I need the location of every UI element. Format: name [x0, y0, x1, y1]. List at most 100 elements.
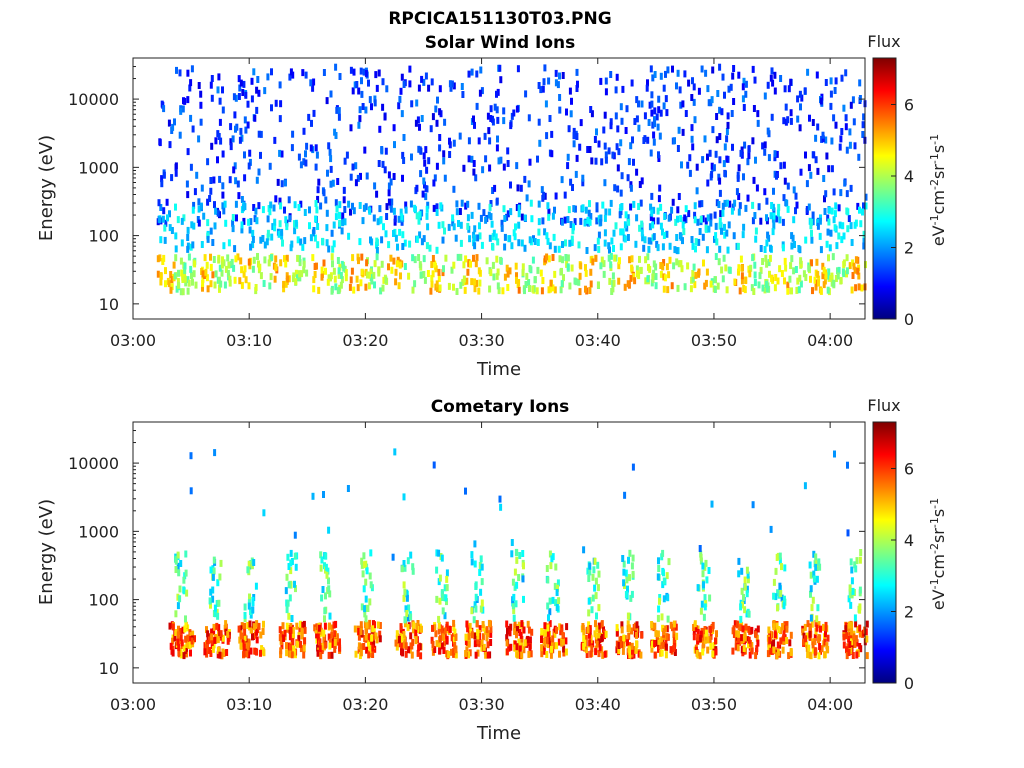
heatmap-cell — [595, 128, 598, 136]
heatmap-cell — [753, 271, 757, 279]
heatmap-cell — [653, 640, 657, 647]
heatmap-cell — [692, 263, 696, 271]
plot-frame — [132, 421, 866, 684]
heatmap-cell — [522, 595, 525, 603]
heatmap-cell — [603, 632, 606, 640]
heatmap-cell — [481, 621, 485, 628]
heatmap-cell — [278, 81, 282, 89]
heatmap-cell — [505, 213, 509, 221]
heatmap-cell — [834, 275, 838, 282]
heatmap-cell — [661, 641, 665, 649]
heatmap-cell — [790, 232, 794, 240]
heatmap-cell — [640, 220, 644, 228]
heatmap-cell — [258, 263, 262, 271]
heatmap-cell — [422, 271, 426, 278]
heatmap-cell — [209, 601, 212, 609]
heatmap-cell — [302, 266, 306, 274]
heatmap-cell — [711, 621, 715, 629]
heatmap-cell — [822, 623, 825, 631]
heatmap-cell — [799, 280, 803, 288]
heatmap-cell — [389, 254, 393, 262]
heatmap-cell — [400, 73, 404, 81]
heatmap-cell — [709, 626, 713, 633]
heatmap-cell — [174, 566, 178, 573]
heatmap-cell — [380, 147, 384, 155]
heatmap-cell — [609, 252, 613, 260]
heatmap-cell — [843, 179, 847, 187]
heatmap-cell — [774, 593, 778, 601]
heatmap-cell — [775, 215, 779, 223]
heatmap-cell — [653, 651, 657, 659]
heatmap-cell — [825, 642, 829, 650]
heatmap-cell — [402, 560, 406, 567]
heatmap-cell — [209, 177, 213, 184]
heatmap-cell — [568, 87, 572, 95]
heatmap-cell — [591, 594, 595, 602]
colorbar-tick-label: 4 — [904, 167, 914, 186]
heatmap-cell — [443, 174, 447, 182]
heatmap-cell — [352, 207, 356, 215]
heatmap-cell — [438, 647, 442, 655]
heatmap-cell — [596, 237, 600, 245]
heatmap-cell — [239, 642, 243, 650]
heatmap-cell — [578, 272, 582, 280]
heatmap-cell — [394, 639, 398, 647]
heatmap-cell — [725, 135, 729, 143]
heatmap-cell — [587, 609, 591, 617]
heatmap-cell — [167, 119, 171, 127]
heatmap-cell — [201, 284, 204, 292]
heatmap-cell — [283, 206, 286, 214]
x-tick-label: 04:00 — [807, 695, 853, 714]
heatmap-cell — [435, 246, 439, 254]
heatmap-cell — [739, 255, 743, 263]
heatmap-cell — [317, 178, 321, 186]
heatmap-cell — [527, 180, 531, 188]
heatmap-cell — [278, 115, 282, 123]
heatmap-cell — [405, 589, 409, 597]
heatmap-cell — [360, 603, 364, 611]
heatmap-cell — [801, 628, 805, 636]
heatmap-cell — [813, 633, 817, 641]
heatmap-cell — [181, 273, 185, 281]
heatmap-cell — [478, 625, 482, 633]
heatmap-cell — [802, 638, 806, 646]
heatmap-cell — [357, 646, 361, 654]
heatmap-cell — [397, 102, 401, 110]
heatmap-cell — [658, 642, 662, 650]
heatmap-cell — [296, 236, 300, 244]
heatmap-cell — [420, 115, 424, 122]
heatmap-cell — [841, 222, 845, 230]
heatmap-cell — [683, 214, 687, 222]
heatmap-cell — [318, 638, 322, 646]
heatmap-cell — [294, 219, 298, 227]
heatmap-cell — [208, 195, 212, 202]
heatmap-cell — [593, 557, 597, 565]
heatmap-cell — [638, 255, 641, 263]
heatmap-cell — [328, 590, 332, 598]
heatmap-cell — [763, 286, 767, 294]
heatmap-cell — [861, 131, 865, 138]
heatmap-cell — [627, 556, 630, 564]
heatmap-cell — [782, 634, 786, 642]
x-tick-label: 03:20 — [342, 695, 388, 714]
heatmap-cell — [287, 275, 291, 283]
heatmap-cell — [222, 242, 226, 250]
heatmap-cell — [537, 200, 541, 208]
heatmap-cell — [537, 118, 541, 126]
heatmap-cell — [328, 638, 332, 646]
heatmap-cell — [259, 236, 263, 244]
heatmap-cell — [763, 188, 767, 196]
heatmap-cell — [360, 268, 364, 276]
heatmap-cell — [633, 118, 637, 125]
heatmap-cell — [227, 261, 231, 269]
heatmap-cell — [782, 161, 786, 169]
heatmap-cell — [630, 590, 634, 598]
heatmap-cell — [548, 550, 552, 558]
heatmap-cell — [414, 637, 418, 645]
heatmap-cell — [523, 244, 527, 252]
heatmap-cell — [657, 645, 660, 653]
heatmap-cell — [530, 628, 534, 636]
heatmap-cell — [597, 231, 601, 239]
heatmap-cell — [668, 256, 672, 264]
heatmap-cell — [698, 652, 702, 660]
